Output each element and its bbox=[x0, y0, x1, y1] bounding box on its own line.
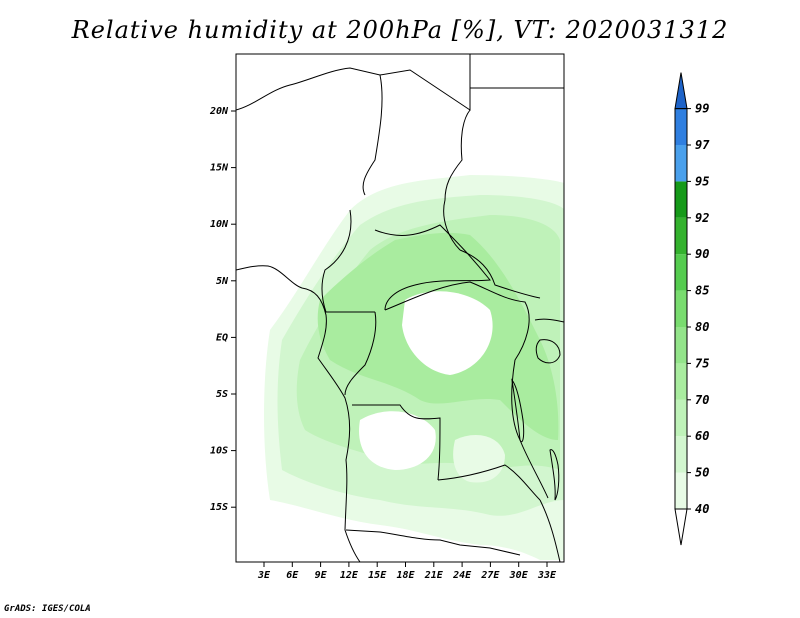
colorbar: 40 50 60 70 75 80 85 90 92 95 97 99 bbox=[674, 72, 710, 546]
colorbar-label: 97 bbox=[695, 138, 710, 152]
border-car bbox=[374, 224, 491, 311]
lat-tick-label: 10N bbox=[210, 219, 229, 230]
colorbar-under-triangle bbox=[674, 508, 688, 546]
colorbar-segment bbox=[675, 290, 687, 327]
lake-malawi bbox=[549, 449, 560, 501]
lon-tick-label: 3E bbox=[257, 570, 271, 581]
border-drc-west bbox=[384, 281, 549, 499]
lon-tick-label: 6E bbox=[286, 570, 299, 581]
colorbar-label: 80 bbox=[695, 320, 709, 334]
boundaries bbox=[236, 54, 564, 562]
border-namibia bbox=[345, 529, 521, 556]
lat-tick-label: 10S bbox=[210, 446, 228, 457]
dry-patch-4 bbox=[238, 152, 341, 227]
border-libya-chad bbox=[362, 74, 383, 196]
colorbar-segment bbox=[675, 327, 687, 364]
longitude-axis: 3E 6E 9E 12E 15E 18E 21E 24E 27E 30E 33E bbox=[257, 562, 557, 581]
lon-tick-label: 24E bbox=[452, 570, 472, 581]
colorbar-label: 92 bbox=[695, 211, 709, 225]
border-mozambique bbox=[539, 499, 561, 562]
map-title: Relative humidity at 200hPa [%], VT: 202… bbox=[71, 16, 729, 44]
colorbar-segment bbox=[675, 108, 687, 145]
lon-tick-label: 21E bbox=[424, 570, 444, 581]
colorbar-label: 95 bbox=[695, 174, 709, 188]
lat-tick-label: EQ bbox=[216, 332, 228, 343]
lon-tick-label: 18E bbox=[396, 570, 415, 581]
colorbar-label: 99 bbox=[695, 102, 709, 116]
colorbar-label: 50 bbox=[695, 466, 709, 480]
border-cameroon bbox=[321, 209, 375, 313]
colorbar-segment bbox=[675, 217, 687, 255]
lat-tick-label: 15N bbox=[210, 163, 229, 174]
lon-tick-label: 27E bbox=[480, 570, 500, 581]
colorbar-segment bbox=[675, 399, 687, 437]
colorbar-segment bbox=[675, 181, 687, 218]
lake-tanganyika bbox=[511, 378, 525, 443]
border-chad-sudan bbox=[443, 109, 471, 251]
colorbar-segment bbox=[675, 254, 687, 291]
coastline-west-africa bbox=[236, 265, 361, 562]
colorbar-over-triangle bbox=[674, 72, 688, 110]
latitude-axis: 20N 15N 10N 5N EQ 5S 10S 15S bbox=[209, 106, 236, 513]
humidity-field bbox=[238, 152, 564, 560]
colorbar-label: 75 bbox=[695, 356, 709, 370]
lon-tick-label: 12E bbox=[340, 570, 359, 581]
grads-credit: GrADS: IGES/COLA bbox=[4, 604, 91, 614]
border-northern bbox=[236, 54, 471, 111]
lon-tick-label: 15E bbox=[368, 570, 387, 581]
colorbar-label: 90 bbox=[695, 247, 709, 261]
colorbar-label: 40 bbox=[695, 502, 709, 516]
lon-tick-label: 30E bbox=[509, 570, 529, 581]
border-congo bbox=[344, 311, 377, 396]
lake-victoria bbox=[535, 339, 561, 364]
lat-tick-label: 5N bbox=[216, 276, 229, 287]
lat-tick-label: 5S bbox=[216, 389, 228, 400]
dry-patch-2 bbox=[359, 411, 436, 470]
lat-tick-label: 20N bbox=[209, 106, 229, 117]
lon-tick-label: 33E bbox=[537, 570, 557, 581]
colorbar-segment bbox=[675, 436, 687, 473]
colorbar-label: 85 bbox=[695, 284, 709, 298]
lat-tick-label: 15S bbox=[210, 502, 228, 513]
map-frame bbox=[235, 53, 565, 563]
lon-tick-label: 9E bbox=[315, 570, 328, 581]
border-uganda-kenya bbox=[534, 318, 564, 323]
colorbar-segment bbox=[675, 363, 687, 400]
dry-patch-3 bbox=[453, 435, 505, 483]
border-zambia bbox=[437, 464, 541, 501]
colorbar-segment bbox=[675, 145, 687, 182]
colorbar-segment bbox=[675, 472, 687, 509]
dry-patch-1 bbox=[402, 291, 493, 375]
colorbar-outline bbox=[674, 108, 688, 510]
colorbar-label: 60 bbox=[695, 429, 709, 443]
border-angola-drc bbox=[352, 404, 441, 481]
border-sudan-southsudan bbox=[459, 249, 541, 299]
colorbar-label: 70 bbox=[695, 393, 709, 407]
